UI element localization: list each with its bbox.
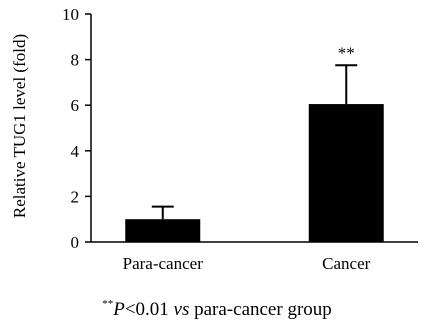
y-axis-title: Relative TUG1 level (fold) (10, 34, 29, 218)
y-tick-label: 0 (71, 233, 80, 252)
x-tick-label: Cancer (322, 254, 370, 273)
x-tick-label: Para-cancer (123, 254, 204, 273)
footnote-p: P (113, 299, 125, 320)
footnote: **P<0.01 vs para-cancer group (0, 298, 434, 321)
footnote-marker: ** (102, 298, 114, 310)
bar-para-cancer (125, 219, 201, 242)
significance-marker: ** (338, 43, 355, 62)
y-tick-label: 2 (71, 187, 80, 206)
footnote-rest: para-cancer group (189, 299, 332, 320)
bar-cancer (308, 104, 384, 242)
bar-chart: Relative TUG1 level (fold) 0 2 4 6 8 10 Para-c… (10, 5, 418, 273)
footnote-threshold: <0.01 (124, 299, 174, 320)
footnote-vs: vs (173, 299, 190, 320)
y-tick-label: 6 (71, 96, 80, 115)
y-tick-label: 10 (62, 5, 79, 24)
y-tick-label: 8 (71, 51, 80, 70)
y-tick-label: 4 (71, 142, 80, 161)
